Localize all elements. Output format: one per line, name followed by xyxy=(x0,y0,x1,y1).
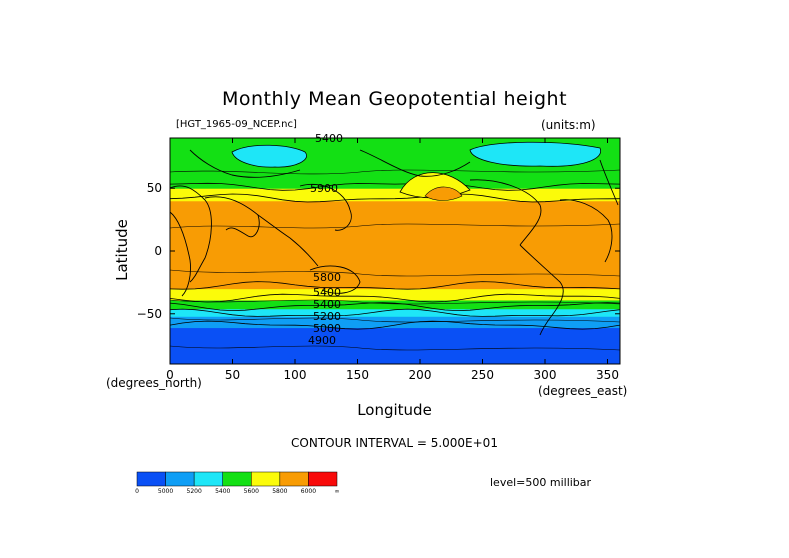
x-axis-label: Longitude xyxy=(357,401,432,419)
colorbar-tick-label: 0 xyxy=(135,488,139,495)
band-boundary xyxy=(170,182,620,191)
contour-interval-label: CONTOUR INTERVAL = 5.000E+01 xyxy=(291,436,498,450)
x-tick-label: 50 xyxy=(225,368,240,382)
band-4900-5000 xyxy=(170,322,620,364)
contour-lines xyxy=(170,169,620,351)
colorbar-swatch xyxy=(193,471,223,487)
cyan-patch-north-west xyxy=(231,144,307,168)
coastlines xyxy=(170,149,619,336)
band-boundary xyxy=(170,302,620,312)
units-label: (units:m) xyxy=(541,118,596,132)
orange-bulge-north xyxy=(424,186,463,201)
y-tick-label: 50 xyxy=(147,181,162,195)
band-boundary xyxy=(170,293,620,303)
colorbar-tick-label: 5800 xyxy=(272,488,287,495)
colorbar-swatch xyxy=(308,471,338,487)
y-tick-label: 0 xyxy=(154,244,162,258)
colorbar-tick-label: 6000 xyxy=(301,488,316,495)
band-boundary xyxy=(170,320,620,330)
contour-label: 5400 xyxy=(315,132,343,145)
colorbar-swatch xyxy=(251,471,281,487)
colorbar-swatch xyxy=(165,471,195,487)
contour-label: 5800 xyxy=(313,271,341,284)
contour-label: 5200 xyxy=(313,310,341,323)
colorbar-tick-label: 5600 xyxy=(244,488,259,495)
level-label: level=500 millibar xyxy=(490,476,592,489)
band-boundary xyxy=(170,281,620,290)
colorbar-swatch xyxy=(136,471,166,487)
contour-label: 5400 xyxy=(313,286,341,299)
chart-title: Monthly Mean Geopotential height xyxy=(221,88,568,110)
overlay-group xyxy=(170,141,620,351)
colorbar-tick-label: 5400 xyxy=(215,488,230,495)
y-tick-label: −50 xyxy=(137,307,162,321)
contour-label: 4900 xyxy=(308,334,336,347)
x-tick-label: 100 xyxy=(284,368,307,382)
x-tick-label: 200 xyxy=(409,368,432,382)
contour-label: 5400 xyxy=(313,298,341,311)
x-tick-label: 350 xyxy=(596,368,619,382)
band-5800-6000 xyxy=(170,195,620,290)
colorbar-swatch xyxy=(222,471,252,487)
x-tick-label: 250 xyxy=(471,368,494,382)
band-boundary xyxy=(170,193,620,203)
contour-label: 5900 xyxy=(310,182,338,195)
band-boundary xyxy=(170,308,620,317)
contour-label: 5000 xyxy=(313,322,341,335)
x-tick-label: 300 xyxy=(534,368,557,382)
colorbar-swatch xyxy=(279,471,309,487)
colorbar-tick-label: ∞ xyxy=(335,488,340,495)
x-axis-unit: (degrees_east) xyxy=(538,384,628,398)
colorbar-tick-label: 5000 xyxy=(158,488,173,495)
file-label: [HGT_1965-09_NCEP.nc] xyxy=(176,119,297,130)
x-tick-label: 150 xyxy=(346,368,369,382)
y-axis-unit: (degrees_north) xyxy=(106,376,202,390)
cyan-patch-north-east xyxy=(469,141,601,167)
colorbar-tick-label: 5200 xyxy=(187,488,202,495)
x-tick-label: 0 xyxy=(166,368,174,382)
